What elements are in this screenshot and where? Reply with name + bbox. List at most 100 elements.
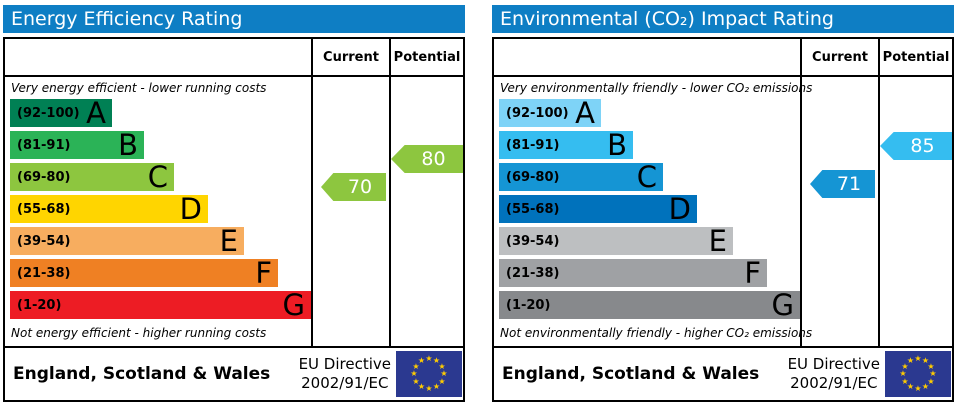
bottom-caption: Not energy efficient - higher running co… [11,326,267,340]
band-range-label: (1-20) [17,297,62,313]
top-caption: Very energy efficient - lower running co… [11,81,267,95]
band-range-label: (39-54) [506,233,560,249]
rating-bands: (92-100) A (81-91) B (69-80) C [499,96,800,323]
band-range-label: (81-91) [506,137,560,153]
column-header-current: Current [812,49,868,65]
band-bar-d: (55-68) D [10,192,208,226]
eu-flag-star-icon: ★ [901,376,909,386]
band-bar-g: (1-20) G [499,288,800,322]
band-range-label: (92-100) [506,105,569,121]
band-bar-a: (92-100) A [10,96,112,130]
band-row-e: (39-54) E [499,224,799,258]
eu-flag-star-icon: ★ [906,356,915,365]
rating-table-energy: Current Potential Very energy efficient … [3,37,465,348]
band-bar-d: (55-68) D [499,192,697,226]
band-range-label: (81-91) [17,137,71,153]
column-divider [311,39,313,346]
eu-flag-star-icon: ★ [921,356,930,365]
band-bar-e: (39-54) E [499,224,733,258]
eu-flag-star-icon: ★ [425,354,433,363]
band-letter: B [118,128,138,162]
column-divider [800,39,802,346]
band-bar-b: (81-91) B [499,128,633,162]
eu-flag-star-icon: ★ [929,369,937,378]
band-letter: E [708,224,727,258]
eu-flag-icon: ★ ★ ★ ★ ★ ★ ★ ★ ★ ★ ★ ★ [885,351,951,397]
eu-directive-line1: EU Directive [787,355,880,373]
footer-energy: England, Scotland & Wales EU Directive 2… [3,346,465,402]
band-letter: F [255,256,272,290]
band-row-a: (92-100) A [499,96,799,130]
header-row-divider [494,75,952,77]
band-row-g: (1-20) G [499,288,800,322]
panel-title-energy: Energy Efficiency Rating [3,5,465,33]
band-letter: F [744,256,761,290]
band-row-c: (69-80) C [499,160,799,194]
band-range-label: (21-38) [17,265,71,281]
eu-flag-star-icon: ★ [438,376,446,386]
eu-flag-star-icon: ★ [417,356,426,365]
eu-flag-icon: ★ ★ ★ ★ ★ ★ ★ ★ ★ ★ ★ ★ [396,351,462,397]
band-row-a: (92-100) A [10,96,310,130]
band-range-label: (69-80) [506,169,560,185]
band-range-label: (92-100) [17,105,80,121]
potential-rating-arrow: 85 [880,132,952,160]
band-range-label: (55-68) [506,201,560,217]
band-row-f: (21-38) F [499,256,799,290]
band-letter: A [575,96,595,130]
band-range-label: (1-20) [506,297,551,313]
eu-flag-star-icon: ★ [425,384,433,393]
band-row-e: (39-54) E [10,224,310,258]
band-letter: D [179,192,202,226]
band-bar-c: (69-80) C [10,163,174,192]
column-divider [878,39,880,346]
eu-directive-label: EU Directive 2002/91/EC [788,355,880,393]
band-bar-c: (69-80) C [499,160,663,194]
panel-title-environment: Environmental (CO₂) Impact Rating [492,5,954,33]
eu-flag-star-icon: ★ [412,361,420,371]
eu-directive-line2: 2002/91/EC [790,374,878,392]
band-letter: G [771,288,794,322]
band-row-g: (1-20) G [10,288,311,322]
current-rating-arrow: 70 [321,173,386,201]
band-bar-f: (21-38) F [499,256,767,290]
band-bar-b: (81-91) B [10,128,144,162]
band-letter: B [607,128,627,162]
eu-flag-star-icon: ★ [906,382,915,391]
eu-directive-label: EU Directive 2002/91/EC [299,355,391,393]
band-bar-f: (21-38) F [10,256,278,290]
header-row-divider [5,75,463,77]
band-row-d: (55-68) D [10,192,310,226]
band-letter: D [668,192,691,226]
rating-table-environment: Current Potential Very environmentally f… [492,37,954,348]
band-range-label: (39-54) [17,233,71,249]
eu-flag-star-icon: ★ [417,382,426,391]
eu-flag-star-icon: ★ [899,369,907,378]
band-row-f: (21-38) F [10,256,310,290]
column-header-current: Current [323,49,379,65]
eu-flag-star-icon: ★ [412,376,420,386]
eu-flag-star-icon: ★ [432,356,441,365]
band-letter: C [636,160,657,194]
band-letter: A [86,96,106,130]
band-letter: E [219,224,238,258]
eu-flag-star-icon: ★ [927,376,935,386]
eu-flag-star-icon: ★ [927,361,935,371]
eu-flag-star-icon: ★ [440,369,448,378]
footer-region-label: England, Scotland & Wales [502,364,760,384]
band-row-c: (69-80) C [10,163,310,192]
eu-flag-star-icon: ★ [914,384,922,393]
band-bar-a: (92-100) A [499,96,601,130]
eu-flag-star-icon: ★ [410,369,418,378]
column-header-potential: Potential [882,49,950,65]
column-divider [389,39,391,346]
eu-flag-star-icon: ★ [921,382,930,391]
panel-energy-efficiency: Energy Efficiency Rating Current Potenti… [1,0,467,404]
band-letter: G [282,288,305,322]
band-range-label: (55-68) [17,201,71,217]
potential-rating-arrow: 80 [391,145,463,173]
rating-bands: (92-100) A (81-91) B (69-80) C [10,96,311,323]
eu-flag-star-icon: ★ [432,382,441,391]
panel-environmental-impact: Environmental (CO₂) Impact Rating Curren… [490,0,956,404]
